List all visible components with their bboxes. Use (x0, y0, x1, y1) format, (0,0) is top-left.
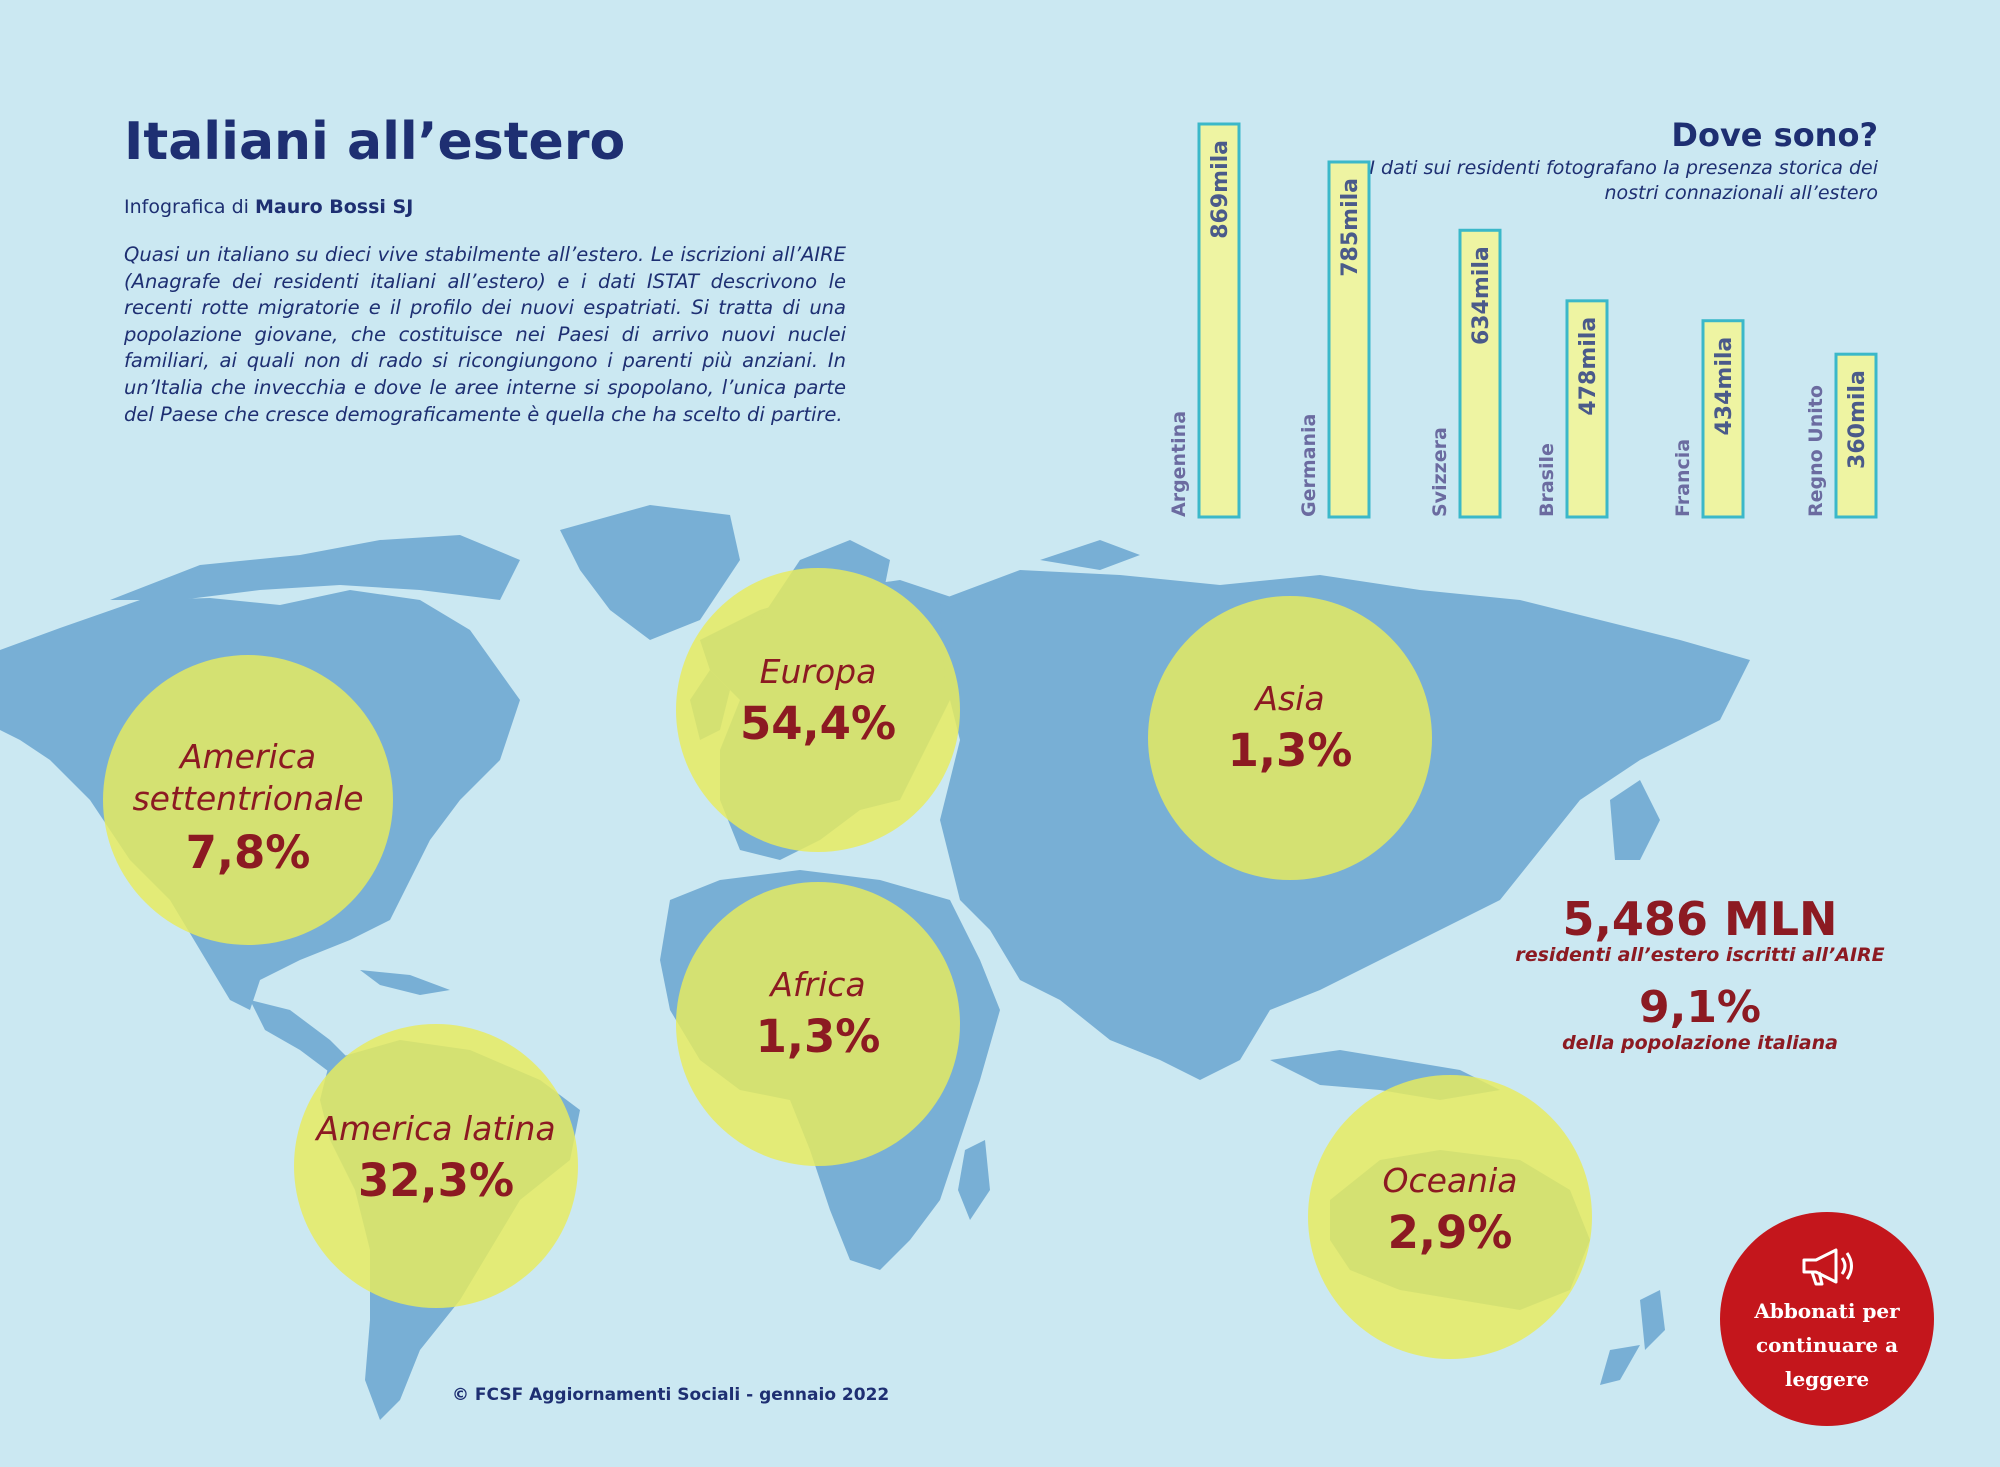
map-caribbean (360, 970, 450, 995)
bar-category-label: Brasile (1536, 443, 1558, 517)
population-share-value: 9,1% (1638, 982, 1762, 1033)
bar-argentina (1197, 122, 1241, 519)
region-value-africa: 1,3% (755, 1010, 881, 1063)
circle-oceania (1308, 1075, 1592, 1359)
intro-paragraph: Quasi un italiano su dieci vive stabilme… (124, 243, 846, 426)
byline: Infografica di Mauro Bossi SJ (124, 196, 413, 218)
bar-value-label: 785mila (1338, 178, 1363, 277)
bar-value-label: 434mila (1712, 337, 1737, 436)
subscribe-button[interactable]: Abbonati per continuare a leggere (1720, 1212, 1934, 1426)
bar-francia (1701, 319, 1745, 519)
map-new-zealand-south (1600, 1345, 1640, 1385)
bar-regno-unito (1834, 352, 1878, 519)
bar-value-label: 869mila (1208, 140, 1233, 239)
population-share-caption: della popolazione italiana (1562, 1032, 1838, 1054)
bar-category-label: Regno Unito (1805, 385, 1827, 517)
circle-europe (676, 568, 960, 852)
byline-author: Mauro Bossi SJ (254, 196, 414, 218)
bar-germania (1327, 160, 1371, 519)
bar-value-label: 478mila (1576, 317, 1601, 416)
chart-subtitle: I dati sui residenti fotografano la pres… (1369, 157, 1878, 204)
bar-category-label: Argentina (1168, 411, 1190, 517)
region-value-europe: 54,4% (739, 697, 897, 750)
bar-category-label: Svizzera (1429, 427, 1451, 517)
region-value-asia: 1,3% (1227, 724, 1353, 777)
region-value-latin-america: 32,3% (357, 1154, 515, 1207)
bar-value-label: 360mila (1845, 370, 1870, 469)
chart-title: Dove sono? (1671, 116, 1878, 154)
megaphone-icon (1802, 1248, 1853, 1286)
map-new-zealand (1640, 1290, 1665, 1350)
bar-brasile (1565, 299, 1609, 519)
bar-category-label: Germania (1298, 414, 1320, 517)
byline-prefix: Infografica di (124, 196, 249, 218)
bar-category-label: Francia (1672, 439, 1694, 517)
region-label-latin-america: America latina (316, 1109, 556, 1148)
circle-asia (1148, 596, 1432, 880)
copyright-notice: © FCSF Aggiornamenti Sociali - gennaio 2… (452, 1385, 890, 1405)
region-value-north-america: 7,8% (185, 826, 311, 879)
subscribe-label-line: leggere (1784, 1367, 1870, 1391)
page-title: Italiani all’estero (124, 112, 626, 172)
region-label-africa: Africa (770, 965, 866, 1004)
map-greenland (560, 505, 740, 640)
region-label-europe: Europa (759, 652, 877, 691)
bar-svizzera (1458, 228, 1502, 519)
region-label-north-america: America settentrionale (132, 737, 364, 818)
map-siberian-islands (1040, 540, 1140, 570)
region-label-oceania: Oceania (1382, 1161, 1518, 1200)
total-residents-value: 5,486 MLN (1562, 892, 1838, 946)
subscribe-label-line: Abbonati per (1754, 1299, 1900, 1323)
circle-north-america (103, 655, 393, 945)
region-value-oceania: 2,9% (1387, 1206, 1513, 1259)
map-madagascar (958, 1140, 990, 1220)
map-canadian-islands (110, 535, 520, 600)
circle-africa (676, 882, 960, 1166)
total-residents-caption: residenti all’estero iscritti all’AIRE (1515, 944, 1885, 966)
bar-value-label: 634mila (1469, 246, 1494, 345)
map-japan (1610, 780, 1660, 860)
circle-latin-america (294, 1024, 578, 1308)
subscribe-label-line: continuare a (1755, 1333, 1899, 1357)
subscribe-label: Abbonati per continuare a leggere (1720, 1294, 1934, 1396)
region-label-asia: Asia (1255, 679, 1325, 718)
